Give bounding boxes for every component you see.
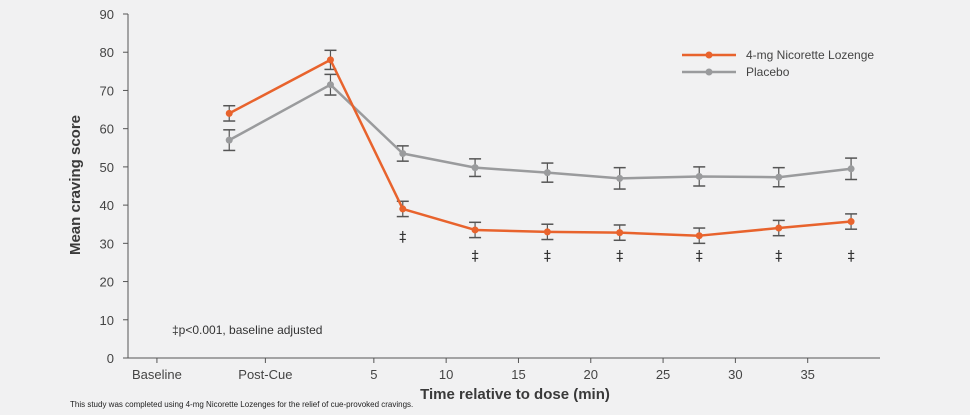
y-tick-label: 90 bbox=[100, 7, 114, 22]
y-tick-label: 0 bbox=[107, 351, 114, 366]
data-point bbox=[399, 150, 407, 158]
x-tick-label: 15 bbox=[511, 367, 525, 382]
data-point bbox=[543, 228, 551, 236]
data-point bbox=[695, 172, 703, 180]
data-point bbox=[471, 226, 479, 234]
y-axis-title: Mean craving score bbox=[67, 115, 84, 255]
y-tick-label: 30 bbox=[100, 236, 114, 251]
data-point bbox=[847, 165, 855, 173]
data-point bbox=[847, 218, 855, 226]
significance-marker: ‡ bbox=[544, 249, 551, 265]
series-line bbox=[228, 83, 852, 180]
significance-markers: ‡ ‡ ‡ ‡ ‡ ‡ ‡ bbox=[399, 229, 854, 264]
footnote: This study was completed using 4-mg Nico… bbox=[70, 400, 414, 409]
significance-marker: ‡ bbox=[775, 249, 782, 265]
data-point bbox=[543, 169, 551, 177]
y-tick-label: 60 bbox=[100, 122, 114, 137]
x-axis-title: Time relative to dose (min) bbox=[420, 386, 610, 403]
y-tick-label: 80 bbox=[100, 45, 114, 60]
y-tick-label: 50 bbox=[100, 160, 114, 175]
series-placebo bbox=[223, 73, 858, 190]
y-tick-label: 20 bbox=[100, 275, 114, 290]
legend: 4-mg Nicorette Lozenge Placebo bbox=[682, 48, 874, 79]
x-tick-label: 30 bbox=[728, 367, 742, 382]
legend-label: 4-mg Nicorette Lozenge bbox=[746, 48, 874, 62]
data-point bbox=[326, 81, 334, 89]
x-tick-label: 25 bbox=[656, 367, 670, 382]
data-point bbox=[326, 56, 334, 64]
data-point bbox=[775, 173, 783, 181]
y-tick-label: 10 bbox=[100, 313, 114, 328]
series-line bbox=[228, 58, 852, 237]
x-axis-ticks: Baseline Post-Cue 5 10 15 20 25 30 35 bbox=[132, 358, 815, 382]
x-tick-label: 5 bbox=[370, 367, 377, 382]
axes bbox=[127, 14, 880, 359]
x-tick-label: 10 bbox=[439, 367, 453, 382]
y-axis-ticks: 0 10 20 30 40 50 60 70 80 90 bbox=[100, 7, 128, 366]
x-tick-label: 20 bbox=[584, 367, 598, 382]
data-point bbox=[775, 224, 783, 232]
x-tick-label: 35 bbox=[800, 367, 814, 382]
legend-label: Placebo bbox=[746, 65, 790, 79]
legend-item: Placebo bbox=[682, 65, 790, 79]
data-point bbox=[616, 174, 624, 182]
significance-marker: ‡ bbox=[399, 229, 406, 245]
significance-annotation: ‡p<0.001, baseline adjusted bbox=[172, 323, 322, 337]
legend-swatch-point bbox=[705, 51, 713, 59]
y-tick-label: 40 bbox=[100, 198, 114, 213]
significance-marker: ‡ bbox=[616, 249, 623, 265]
series-layer bbox=[223, 49, 858, 245]
legend-swatch-point bbox=[705, 68, 713, 76]
significance-marker: ‡ bbox=[472, 249, 479, 265]
y-tick-label: 70 bbox=[100, 83, 114, 98]
data-point bbox=[616, 229, 624, 237]
significance-marker: ‡ bbox=[696, 249, 703, 265]
series-4-mg-nicorette-lozenge bbox=[223, 49, 858, 245]
x-tick-label: Post-Cue bbox=[238, 367, 292, 382]
data-point bbox=[399, 205, 407, 213]
data-point bbox=[695, 232, 703, 240]
significance-marker: ‡ bbox=[848, 249, 855, 265]
data-point bbox=[471, 164, 479, 172]
x-tick-label: Baseline bbox=[132, 367, 182, 382]
data-point bbox=[225, 109, 233, 117]
legend-item: 4-mg Nicorette Lozenge bbox=[682, 48, 874, 62]
data-point bbox=[225, 136, 233, 144]
